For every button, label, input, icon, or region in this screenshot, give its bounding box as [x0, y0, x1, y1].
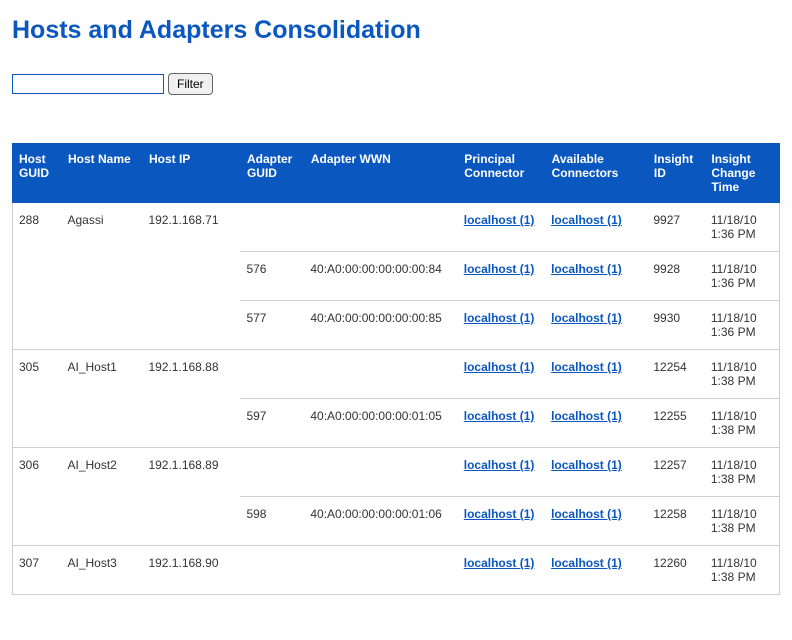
page-title: Hosts and Adapters Consolidation — [12, 16, 780, 45]
cell-insight-change-time: 11/18/10 1:36 PM — [705, 203, 780, 252]
principal-connector-cell: localhost (1) — [458, 252, 545, 301]
principal-connector-cell: localhost (1) — [458, 350, 545, 399]
available-connector-link[interactable]: localhost (1) — [551, 262, 622, 276]
col-host-name: Host Name — [62, 144, 143, 203]
cell-insight-id: 9930 — [647, 301, 705, 350]
hosts-adapters-table: Host GUID Host Name Host IP Adapter GUID… — [12, 143, 780, 595]
cell-insight-id: 12257 — [647, 448, 705, 497]
cell-insight-id: 12260 — [647, 546, 705, 595]
principal-connector-link[interactable]: localhost (1) — [464, 556, 535, 570]
principal-connector-cell: localhost (1) — [458, 448, 545, 497]
principal-connector-cell: localhost (1) — [458, 203, 545, 252]
cell-host-name: Agassi — [62, 203, 143, 350]
col-available-connectors: Available Connectors — [545, 144, 647, 203]
cell-adapter-guid — [240, 203, 304, 252]
table-row: 288Agassi192.1.168.71localhost (1)localh… — [13, 203, 780, 252]
cell-insight-change-time: 11/18/10 1:38 PM — [705, 350, 780, 399]
cell-host-guid: 307 — [13, 546, 62, 595]
principal-connector-link[interactable]: localhost (1) — [464, 213, 535, 227]
cell-host-ip: 192.1.168.90 — [142, 546, 240, 595]
cell-adapter-guid — [240, 350, 304, 399]
cell-host-guid: 288 — [13, 203, 62, 350]
cell-adapter-wwn — [304, 203, 457, 252]
col-principal-connector: Principal Connector — [458, 144, 545, 203]
available-connector-cell: localhost (1) — [545, 546, 647, 595]
cell-insight-id: 9927 — [647, 203, 705, 252]
available-connector-cell: localhost (1) — [545, 497, 647, 546]
available-connector-cell: localhost (1) — [545, 301, 647, 350]
table-header-row: Host GUID Host Name Host IP Adapter GUID… — [13, 144, 780, 203]
available-connector-link[interactable]: localhost (1) — [551, 360, 622, 374]
cell-insight-change-time: 11/18/10 1:38 PM — [705, 497, 780, 546]
cell-host-name: AI_Host1 — [62, 350, 143, 448]
cell-insight-id: 9928 — [647, 252, 705, 301]
principal-connector-link[interactable]: localhost (1) — [464, 458, 535, 472]
cell-adapter-wwn: 40:A0:00:00:00:00:00:84 — [304, 252, 457, 301]
cell-insight-change-time: 11/18/10 1:38 PM — [705, 448, 780, 497]
available-connector-cell: localhost (1) — [545, 399, 647, 448]
cell-adapter-guid: 598 — [240, 497, 304, 546]
cell-adapter-guid — [240, 546, 304, 595]
col-insight-change-time: Insight Change Time — [705, 144, 780, 203]
col-host-guid: Host GUID — [13, 144, 62, 203]
cell-host-guid: 306 — [13, 448, 62, 546]
available-connector-cell: localhost (1) — [545, 350, 647, 399]
cell-adapter-wwn — [304, 350, 457, 399]
cell-insight-change-time: 11/18/10 1:36 PM — [705, 301, 780, 350]
cell-host-name: AI_Host3 — [62, 546, 143, 595]
cell-adapter-wwn: 40:A0:00:00:00:00:00:85 — [304, 301, 457, 350]
col-host-ip: Host IP — [142, 144, 240, 203]
cell-adapter-wwn — [304, 448, 457, 497]
filter-input[interactable] — [12, 74, 164, 94]
cell-adapter-guid — [240, 448, 304, 497]
cell-insight-id: 12254 — [647, 350, 705, 399]
principal-connector-link[interactable]: localhost (1) — [464, 311, 535, 325]
cell-host-name: AI_Host2 — [62, 448, 143, 546]
available-connector-link[interactable]: localhost (1) — [551, 556, 622, 570]
cell-host-ip: 192.1.168.88 — [142, 350, 240, 448]
cell-adapter-guid: 597 — [240, 399, 304, 448]
principal-connector-cell: localhost (1) — [458, 399, 545, 448]
principal-connector-link[interactable]: localhost (1) — [464, 360, 535, 374]
available-connector-link[interactable]: localhost (1) — [551, 409, 622, 423]
cell-insight-change-time: 11/18/10 1:36 PM — [705, 252, 780, 301]
available-connector-cell: localhost (1) — [545, 448, 647, 497]
cell-host-ip: 192.1.168.71 — [142, 203, 240, 350]
cell-insight-change-time: 11/18/10 1:38 PM — [705, 546, 780, 595]
cell-adapter-wwn: 40:A0:00:00:00:00:01:05 — [304, 399, 457, 448]
principal-connector-link[interactable]: localhost (1) — [464, 507, 535, 521]
principal-connector-link[interactable]: localhost (1) — [464, 409, 535, 423]
available-connector-link[interactable]: localhost (1) — [551, 311, 622, 325]
available-connector-link[interactable]: localhost (1) — [551, 458, 622, 472]
cell-adapter-wwn: 40:A0:00:00:00:00:01:06 — [304, 497, 457, 546]
principal-connector-cell: localhost (1) — [458, 546, 545, 595]
principal-connector-link[interactable]: localhost (1) — [464, 262, 535, 276]
table-row: 307AI_Host3192.1.168.90 localhost (1) loca… — [13, 546, 780, 595]
principal-connector-cell: localhost (1) — [458, 301, 545, 350]
cell-host-ip: 192.1.168.89 — [142, 448, 240, 546]
col-insight-id: Insight ID — [647, 144, 705, 203]
cell-insight-change-time: 11/18/10 1:38 PM — [705, 399, 780, 448]
cell-host-guid: 305 — [13, 350, 62, 448]
table-row: 305AI_Host1192.1.168.88localhost (1)loca… — [13, 350, 780, 399]
cell-adapter-wwn — [304, 546, 457, 595]
filter-button[interactable]: Filter — [168, 73, 213, 95]
available-connector-link[interactable]: localhost (1) — [551, 507, 622, 521]
available-connector-link[interactable]: localhost (1) — [551, 213, 622, 227]
col-adapter-wwn: Adapter WWN — [304, 144, 457, 203]
col-adapter-guid: Adapter GUID — [240, 144, 304, 203]
cell-insight-id: 12258 — [647, 497, 705, 546]
cell-insight-id: 12255 — [647, 399, 705, 448]
principal-connector-cell: localhost (1) — [458, 497, 545, 546]
filter-bar: Filter — [12, 73, 780, 95]
available-connector-cell: localhost (1) — [545, 252, 647, 301]
cell-adapter-guid: 577 — [240, 301, 304, 350]
cell-adapter-guid: 576 — [240, 252, 304, 301]
available-connector-cell: localhost (1) — [545, 203, 647, 252]
table-row: 306AI_Host2192.1.168.89localhost (1)loca… — [13, 448, 780, 497]
